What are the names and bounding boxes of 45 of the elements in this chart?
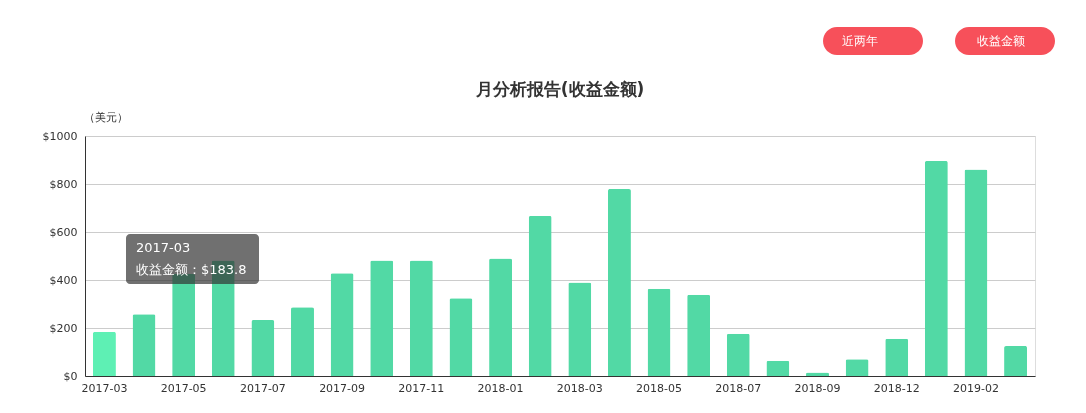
x-tick-label: 2017-07 xyxy=(239,381,286,395)
x-tick-label: 2017-03 xyxy=(81,381,128,395)
bar xyxy=(1004,346,1028,376)
x-tick-label: 2018-12 xyxy=(873,381,920,395)
bar xyxy=(132,314,156,376)
y-axis-title: （美元） xyxy=(83,110,128,124)
x-tick-label: 2018-07 xyxy=(715,381,762,395)
bar xyxy=(489,258,513,376)
y-tick-label: $400 xyxy=(49,273,78,287)
x-tick-label: 2018-05 xyxy=(636,381,683,395)
annotation: 2017-03 xyxy=(136,240,191,255)
bar xyxy=(845,359,869,376)
annotation: 收益金额：$183.8 xyxy=(136,262,247,277)
bar xyxy=(330,273,354,376)
x-tick-label: 2018-01 xyxy=(477,381,524,395)
chart-title: 月分析报告(收益金额) xyxy=(474,79,645,99)
bar xyxy=(647,288,671,376)
bar xyxy=(370,260,394,376)
bar xyxy=(92,331,116,376)
bar xyxy=(409,260,433,376)
y-tick-label: $200 xyxy=(49,321,78,335)
text: 近两年 xyxy=(842,34,878,48)
bar xyxy=(964,169,988,376)
bar xyxy=(568,282,592,376)
y-tick-label: $0 xyxy=(63,369,78,383)
x-tick-label: 2017-09 xyxy=(319,381,366,395)
x-tick-label: 2017-05 xyxy=(160,381,207,395)
bar xyxy=(251,320,275,376)
bar xyxy=(687,294,711,376)
y-tick-label: $600 xyxy=(49,225,78,239)
x-tick-label: 2017-11 xyxy=(398,381,445,395)
x-tick-label: 2019-02 xyxy=(952,381,999,395)
y-tick-label: $800 xyxy=(49,177,78,191)
text: 收益金额 xyxy=(977,34,1025,48)
bar xyxy=(528,215,552,376)
x-tick-label: 2018-03 xyxy=(556,381,603,395)
y-tick-label: $1000 xyxy=(42,129,78,143)
x-tick-label: 2018-09 xyxy=(794,381,841,395)
bar xyxy=(607,189,631,376)
bar xyxy=(766,360,790,376)
bar xyxy=(449,298,473,376)
bar xyxy=(885,338,909,376)
bar xyxy=(726,333,750,376)
bar xyxy=(291,307,314,376)
bar xyxy=(924,160,948,376)
